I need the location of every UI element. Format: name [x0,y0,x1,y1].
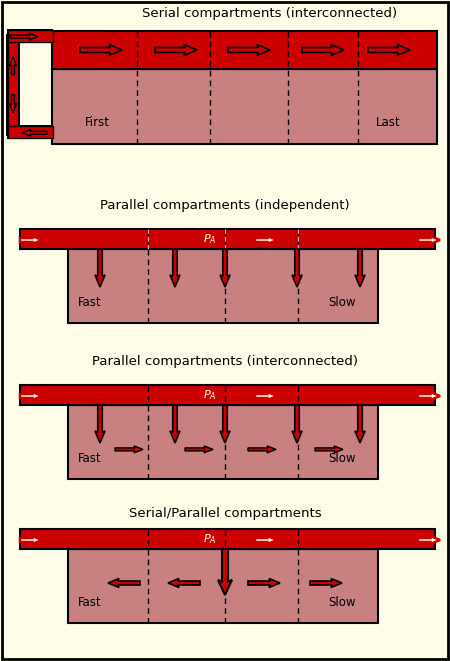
FancyArrow shape [255,235,277,245]
Text: First: First [85,116,109,130]
FancyArrow shape [255,391,277,401]
Bar [68,249,378,323]
FancyArrow shape [170,249,180,287]
Bar [20,385,435,405]
FancyArrow shape [95,405,105,443]
Bar [52,31,437,69]
FancyArrow shape [9,95,17,113]
Bar [52,69,437,144]
FancyArrow shape [20,535,42,545]
Text: Serial compartments (interconnected): Serial compartments (interconnected) [143,7,397,20]
Text: $P_A$: $P_A$ [203,388,217,402]
FancyArrow shape [9,57,17,75]
Text: $P_A$: $P_A$ [203,232,217,246]
FancyArrow shape [255,535,277,545]
Bar [6,34,20,136]
FancyArrow shape [355,405,365,443]
FancyArrow shape [418,391,440,401]
Text: Last: Last [376,116,400,130]
FancyArrow shape [168,578,200,588]
FancyArrow shape [220,405,230,443]
FancyArrow shape [310,578,342,588]
FancyArrow shape [418,235,440,245]
FancyArrow shape [220,249,230,287]
Text: Slow: Slow [328,596,356,609]
FancyArrow shape [302,44,344,56]
Bar [20,529,435,549]
FancyArrow shape [20,391,42,401]
FancyArrow shape [80,44,122,56]
Bar [68,549,378,623]
FancyArrow shape [10,33,38,40]
Bar [7,125,53,139]
FancyArrow shape [185,446,213,453]
Text: Fast: Fast [78,297,102,309]
FancyArrow shape [22,130,47,136]
Bar [8,30,53,42]
Bar [20,229,435,249]
Text: Serial/Parallel compartments: Serial/Parallel compartments [129,506,321,520]
FancyArrow shape [292,405,302,443]
Text: Parallel compartments (independent): Parallel compartments (independent) [100,198,350,212]
Text: Slow: Slow [328,453,356,465]
FancyArrow shape [20,235,42,245]
FancyArrow shape [292,249,302,287]
FancyArrow shape [155,44,197,56]
Bar [8,37,18,133]
FancyArrow shape [95,249,105,287]
FancyArrow shape [248,446,276,453]
FancyArrow shape [108,578,140,588]
FancyArrow shape [355,249,365,287]
FancyArrow shape [115,446,143,453]
Text: Fast: Fast [78,596,102,609]
FancyArrow shape [248,578,280,588]
Text: $P_A$: $P_A$ [203,532,217,546]
FancyArrow shape [218,549,232,595]
Text: Slow: Slow [328,297,356,309]
Bar [7,29,53,44]
Text: Fast: Fast [78,453,102,465]
FancyArrow shape [170,405,180,443]
FancyArrow shape [368,44,410,56]
FancyArrow shape [418,535,440,545]
FancyArrow shape [228,44,270,56]
FancyArrow shape [315,446,343,453]
Bar [8,126,53,138]
Bar [68,405,378,479]
Text: Parallel compartments (interconnected): Parallel compartments (interconnected) [92,354,358,368]
